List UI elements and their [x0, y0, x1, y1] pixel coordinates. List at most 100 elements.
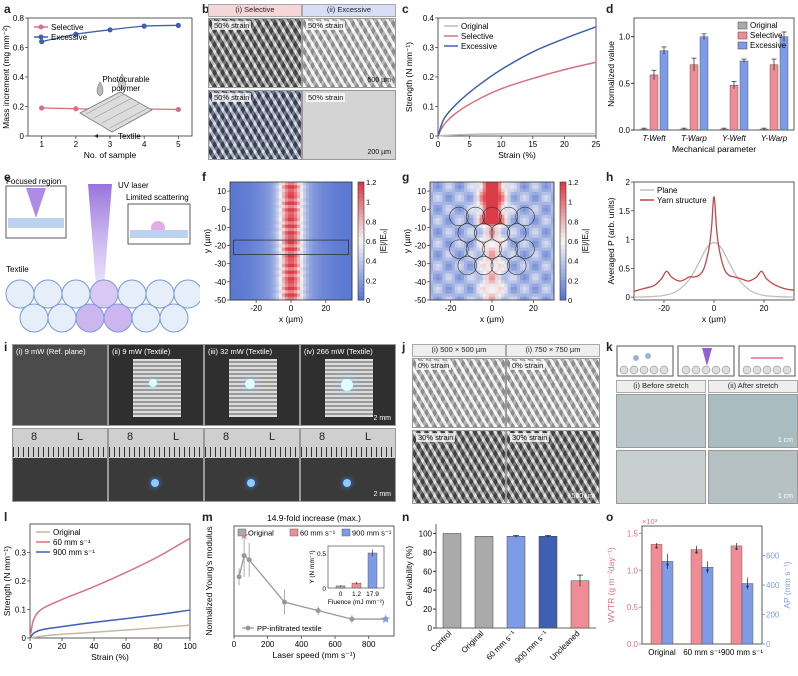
- heatmap-cell: [303, 182, 307, 186]
- data-point: [73, 31, 79, 37]
- heatmap-cell: [251, 224, 255, 229]
- heatmap-cell: [236, 234, 240, 239]
- heatmap-cell: [510, 286, 515, 291]
- heatmap-cell: [245, 188, 249, 193]
- heatmap-cell: [436, 270, 440, 275]
- heatmap-cell: [245, 218, 249, 222]
- heatmap-cell: [291, 231, 295, 235]
- heatmap-cell: [233, 204, 237, 209]
- heatmap-cell: [266, 234, 271, 239]
- heatmap-cell: [488, 286, 493, 291]
- heatmap-cell: [482, 293, 487, 298]
- yarn-circle: [449, 239, 469, 259]
- heatmap-cell: [333, 263, 338, 268]
- heatmap-cell: [294, 263, 298, 268]
- heatmap-cell: [345, 234, 350, 239]
- heatmap-cell: [492, 257, 496, 262]
- heatmap-cell: [523, 185, 527, 190]
- heatmap-cell: [263, 191, 268, 196]
- heatmap-cell: [303, 277, 307, 281]
- heatmap-cell: [501, 237, 505, 242]
- legend-label: Excessive: [461, 42, 498, 51]
- heatmap-cell: [287, 286, 292, 291]
- heatmap-cell: [321, 273, 326, 278]
- heatmap-cell: [433, 211, 437, 216]
- heatmap-cell: [519, 185, 524, 190]
- heatmap-cell: [476, 227, 481, 232]
- heatmap-cell: [284, 247, 289, 252]
- heatmap-cell: [442, 290, 446, 294]
- heatmap-cell: [263, 293, 268, 298]
- heatmap-cell: [239, 277, 243, 281]
- heatmap-cell: [297, 280, 301, 285]
- heatmap-cell: [504, 286, 508, 291]
- heatmap-cell: [488, 208, 493, 212]
- heatmap-cell: [516, 263, 521, 268]
- heatmap-cell: [544, 234, 549, 239]
- inset-x-tick: 0: [339, 591, 343, 598]
- heatmap-cell: [248, 257, 252, 262]
- heatmap-cell: [233, 182, 237, 186]
- heatmap-cell: [239, 191, 243, 196]
- heatmap-cell: [433, 290, 437, 294]
- heatmap-cell: [523, 188, 527, 193]
- yarn-region-box: [233, 239, 349, 256]
- y-axis-label: Mass increment (mg mm⁻²): [1, 25, 11, 129]
- heatmap-cell: [507, 247, 512, 252]
- heatmap-cell: [336, 263, 341, 268]
- heatmap-cell: [312, 227, 316, 232]
- heatmap-cell: [336, 208, 341, 212]
- heatmap-cell: [239, 250, 243, 255]
- heatmap-cell: [309, 244, 313, 249]
- heatmap-cell: [324, 267, 329, 271]
- colorbar-segment: [560, 209, 566, 214]
- heatmap-cell: [495, 280, 499, 285]
- heatmap-cell: [300, 188, 304, 193]
- heatmap-cell: [272, 191, 277, 196]
- heatmap-cell: [547, 250, 552, 255]
- heatmap-cell: [526, 290, 530, 294]
- heatmap-cell: [538, 231, 543, 235]
- heatmap-cell: [479, 201, 484, 206]
- heatmap-cell: [245, 270, 249, 275]
- heatmap-cell: [550, 195, 555, 199]
- heatmap-cell: [470, 280, 474, 285]
- heatmap-cell: [442, 214, 446, 219]
- heatmap-cell: [538, 270, 543, 275]
- heatmap-cell: [257, 201, 261, 206]
- heatmap-cell: [445, 221, 450, 226]
- legend-label: Selective: [51, 23, 84, 32]
- heatmap-cell: [266, 211, 271, 216]
- colorbar-segment: [560, 292, 566, 297]
- heatmap-cell: [461, 234, 465, 239]
- heatmap-cell: [544, 185, 549, 190]
- heatmap-cell: [233, 263, 237, 268]
- heatmap-cell: [284, 296, 289, 301]
- heatmap-cell: [457, 231, 462, 235]
- heatmap-cell: [266, 267, 271, 271]
- heatmap-cell: [523, 195, 527, 199]
- heatmap-cell: [230, 231, 234, 235]
- heatmap-cell: [333, 280, 338, 285]
- heatmap-cell: [538, 185, 543, 190]
- heatmap-cell: [464, 290, 468, 294]
- heatmap-cell: [439, 204, 443, 209]
- heatmap-cell: [336, 250, 341, 255]
- heatmap-cell: [501, 270, 505, 275]
- heatmap-cell: [433, 280, 437, 285]
- heatmap-cell: [281, 257, 286, 262]
- heatmap-cell: [324, 201, 329, 206]
- heatmap-cell: [439, 250, 443, 255]
- heatmap-cell: [495, 254, 499, 258]
- heatmap-cell: [445, 254, 450, 258]
- heatmap-cell: [278, 188, 283, 193]
- heatmap-cell: [526, 250, 530, 255]
- heatmap-cell: [257, 277, 261, 281]
- heatmap-cell: [260, 227, 265, 232]
- heatmap-cell: [348, 195, 353, 199]
- heatmap-cell: [430, 244, 434, 249]
- heatmap-cell: [269, 204, 274, 209]
- heatmap-cell: [233, 185, 237, 190]
- heatmap-cell: [294, 286, 298, 291]
- heatmap-cell: [513, 290, 518, 294]
